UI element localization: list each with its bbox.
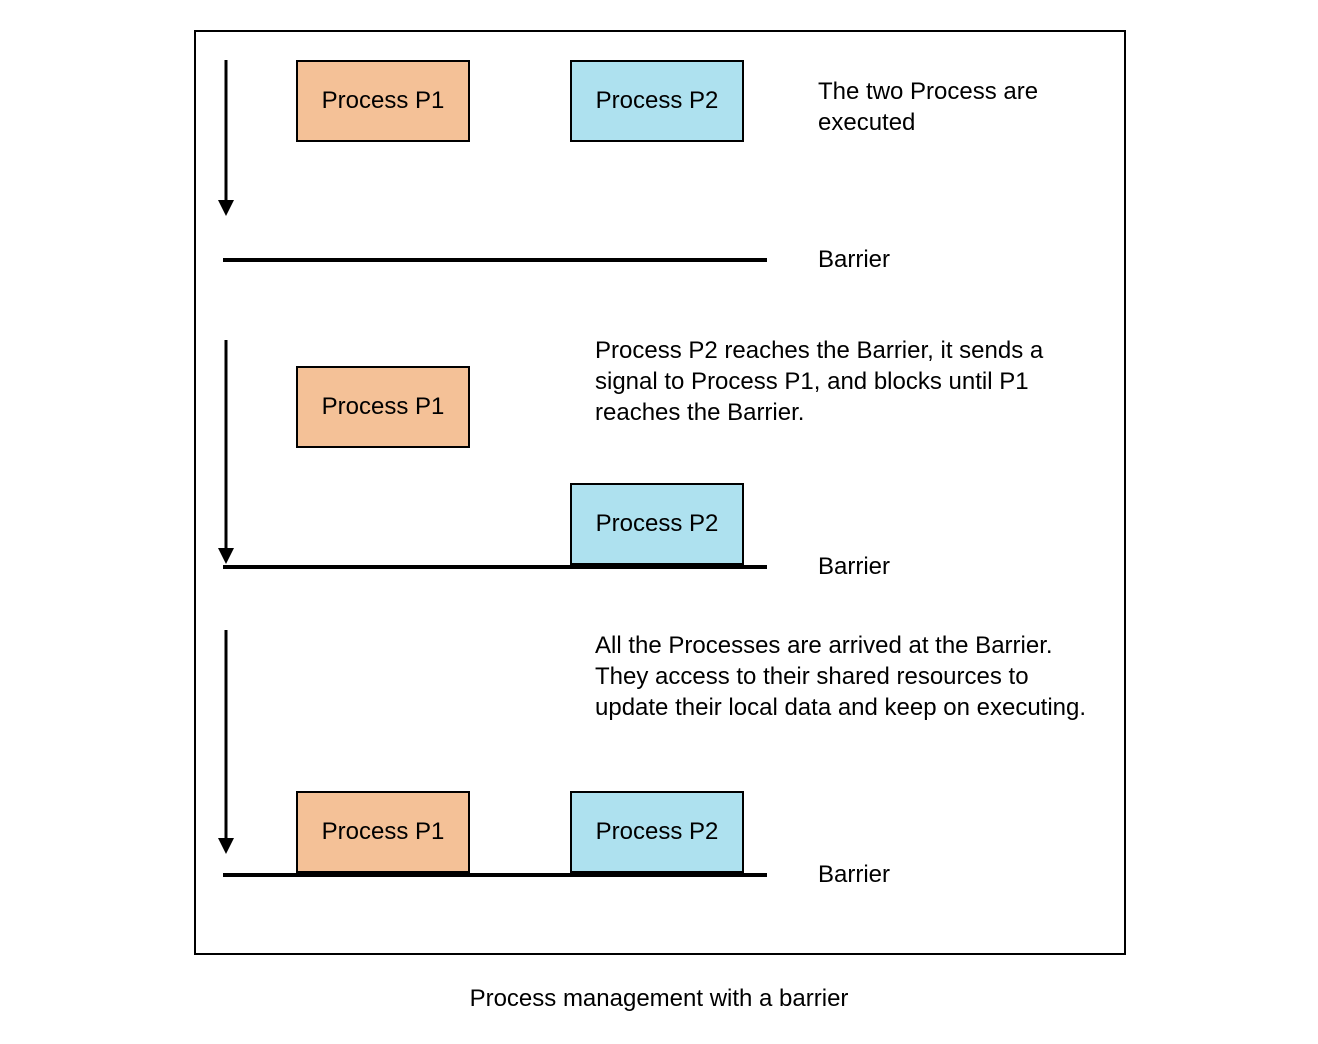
stage3-p1-label: Process P1 <box>322 818 445 846</box>
diagram-caption: Process management with a barrier <box>0 985 1318 1013</box>
stage3-time-arrow <box>211 630 241 858</box>
stage3-barrier-line <box>223 873 767 877</box>
stage2-p2-label: Process P2 <box>596 510 719 538</box>
stage1-p1-label: Process P1 <box>322 87 445 115</box>
stage1-process-p1: Process P1 <box>296 60 470 142</box>
stage3-process-p1: Process P1 <box>296 791 470 873</box>
stage3-p2-label: Process P2 <box>596 818 719 846</box>
stage2-description: Process P2 reaches the Barrier, it sends… <box>595 335 1105 429</box>
stage1-p2-label: Process P2 <box>596 87 719 115</box>
stage1-description: The two Process are executed <box>818 76 1098 138</box>
stage2-p1-label: Process P1 <box>322 393 445 421</box>
stage2-barrier-line <box>223 565 767 569</box>
stage2-process-p1: Process P1 <box>296 366 470 448</box>
stage1-process-p2: Process P2 <box>570 60 744 142</box>
stage3-process-p2: Process P2 <box>570 791 744 873</box>
stage2-process-p2: Process P2 <box>570 483 744 565</box>
stage3-description: All the Processes are arrived at the Bar… <box>595 630 1105 724</box>
stage1-barrier-line <box>223 258 767 262</box>
stage2-barrier-label: Barrier <box>818 553 890 581</box>
stage2-time-arrow <box>211 340 241 568</box>
stage1-time-arrow <box>211 60 241 220</box>
stage3-barrier-label: Barrier <box>818 861 890 889</box>
stage1-barrier-label: Barrier <box>818 246 890 274</box>
